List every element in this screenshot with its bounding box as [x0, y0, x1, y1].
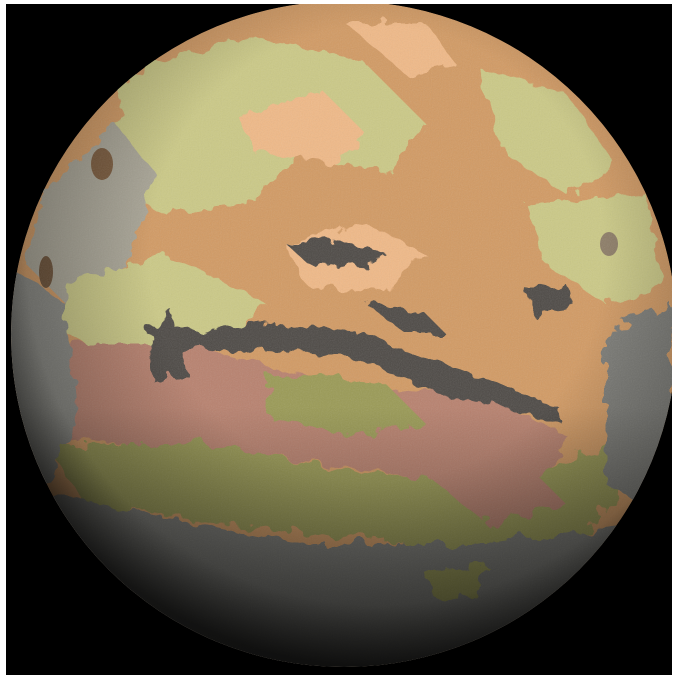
- globe: [11, 4, 672, 667]
- limb-shading: [11, 4, 672, 667]
- image-frame: [6, 4, 672, 675]
- mars-globe-image: [11, 4, 672, 667]
